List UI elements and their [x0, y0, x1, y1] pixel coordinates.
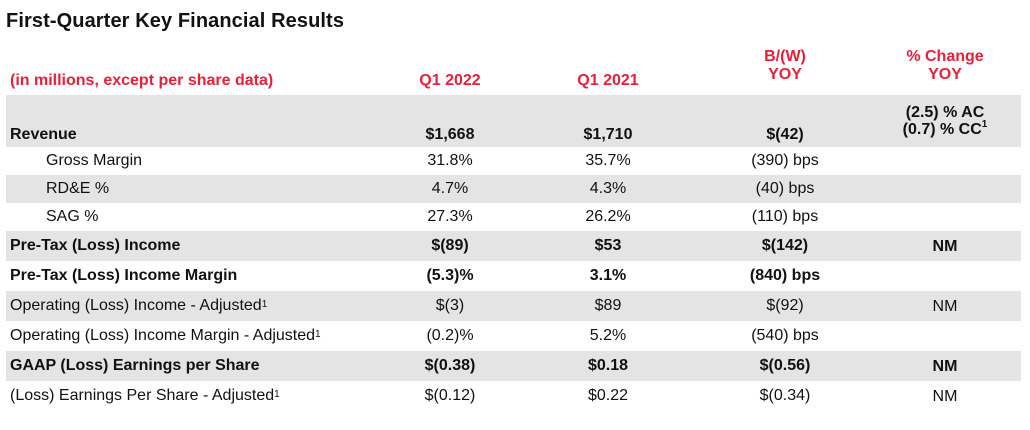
- cell-q1-2022: $(0.12): [424, 387, 476, 404]
- cell-q1-2022: $(0.38): [424, 357, 476, 374]
- cell-bw-yoy: $(0.34): [759, 387, 811, 404]
- cell-pct-change: [870, 175, 1020, 203]
- table-row-pretax-margin: Pre-Tax (Loss) Income Margin (5.3)% 3.1%…: [6, 261, 1021, 291]
- cell-pct-change: NM: [932, 357, 958, 375]
- footnote-marker: 1: [981, 118, 988, 130]
- pct-change-cc: (0.7) % CC1: [902, 118, 988, 138]
- header-pct-change-line2: YOY: [928, 66, 962, 83]
- table-row-gross-margin: Gross Margin 31.8% 35.7% (390) bps: [6, 147, 1021, 175]
- page-title: First-Quarter Key Financial Results: [6, 10, 345, 32]
- header-pct-change: % Change YOY: [870, 48, 1020, 94]
- cell-q1-2022: $(3): [435, 297, 465, 314]
- cell-q1-2021: 26.2%: [585, 208, 631, 225]
- cell-bw-yoy: $(142): [761, 237, 809, 254]
- cell-q1-2022: $(89): [431, 237, 469, 254]
- cell-bw-yoy: (840) bps: [749, 267, 821, 284]
- table-row-rde: RD&E % 4.7% 4.3% (40) bps: [6, 175, 1021, 203]
- financial-results-table: Revenue $1,668 $1,710 $(42) (2.5) % AC (…: [6, 95, 1021, 411]
- cell-pct-change: [870, 321, 1020, 351]
- table-row-sag: SAG % 27.3% 26.2% (110) bps: [6, 203, 1021, 231]
- row-label: SAG %: [46, 208, 99, 225]
- cell-pct-change: [870, 203, 1020, 231]
- cell-q1-2021: 5.2%: [589, 327, 627, 344]
- cell-q1-2021: $0.18: [587, 357, 629, 374]
- cell-q1-2022: 27.3%: [427, 208, 473, 225]
- cell-q1-2021: $1,710: [583, 126, 633, 143]
- row-label: Revenue: [10, 126, 77, 143]
- pct-change-ac: (2.5) % AC: [905, 104, 985, 121]
- row-label: Gross Margin: [46, 152, 143, 169]
- row-label: RD&E %: [46, 180, 110, 197]
- cell-pct-change: NM: [932, 297, 958, 315]
- header-bw-yoy: B/(W) YOY: [720, 48, 850, 94]
- row-label: Pre-Tax (Loss) Income: [10, 237, 181, 254]
- row-label: GAAP (Loss) Earnings per Share: [10, 357, 260, 374]
- cell-pct-change: (2.5) % AC (0.7) % CC1: [870, 95, 1020, 147]
- cell-q1-2022: $1,668: [425, 126, 475, 143]
- header-pct-change-line1: % Change: [906, 48, 984, 65]
- header-units-label: (in millions, except per share data): [10, 72, 274, 89]
- cell-pct-change: NM: [932, 387, 958, 405]
- cell-bw-yoy: $(92): [766, 297, 804, 314]
- cell-bw-yoy: (390) bps: [751, 152, 819, 169]
- table-row-eps-adjusted: (Loss) Earnings Per Share - Adjusted 1 $(…: [6, 381, 1021, 411]
- table-row-revenue: Revenue $1,668 $1,710 $(42) (2.5) % AC (…: [6, 95, 1021, 147]
- table-row-operating-margin-adjusted: Operating (Loss) Income Margin - Adjuste…: [6, 321, 1021, 351]
- cell-q1-2021: 3.1%: [589, 267, 627, 284]
- header-q1-2021: Q1 2021: [577, 72, 639, 89]
- header-bw-yoy-line2: YOY: [768, 66, 802, 83]
- table-row-pretax-income: Pre-Tax (Loss) Income $(89) $53 $(142) N…: [6, 231, 1021, 261]
- cell-q1-2021: $0.22: [587, 387, 629, 404]
- header-bw-yoy-line1: B/(W): [764, 48, 806, 65]
- cell-pct-change: [870, 147, 1020, 175]
- row-label: Operating (Loss) Income - Adjusted 1: [10, 297, 268, 314]
- table-row-gaap-eps: GAAP (Loss) Earnings per Share $(0.38) $…: [6, 351, 1021, 381]
- cell-bw-yoy: (110) bps: [751, 208, 819, 225]
- cell-q1-2021: 4.3%: [589, 180, 627, 197]
- cell-q1-2022: (5.3)%: [426, 267, 474, 284]
- row-label: (Loss) Earnings Per Share - Adjusted 1: [10, 387, 280, 404]
- cell-pct-change: [870, 261, 1020, 291]
- table-row-operating-income-adjusted: Operating (Loss) Income - Adjusted 1 $(3)…: [6, 291, 1021, 321]
- row-label: Operating (Loss) Income Margin - Adjuste…: [10, 327, 321, 344]
- cell-bw-yoy: (540) bps: [751, 327, 819, 344]
- cell-q1-2021: 35.7%: [585, 152, 631, 169]
- cell-q1-2022: (0.2)%: [426, 327, 474, 344]
- cell-bw-yoy: $(42): [766, 126, 804, 143]
- cell-q1-2022: 4.7%: [431, 180, 469, 197]
- cell-q1-2021: $53: [594, 237, 622, 254]
- cell-pct-change: NM: [932, 237, 958, 255]
- cell-bw-yoy: (40) bps: [755, 180, 815, 197]
- cell-q1-2021: $89: [594, 297, 622, 314]
- header-q1-2022: Q1 2022: [419, 72, 481, 89]
- cell-bw-yoy: $(0.56): [759, 357, 811, 374]
- cell-q1-2022: 31.8%: [427, 152, 473, 169]
- row-label: Pre-Tax (Loss) Income Margin: [10, 267, 238, 284]
